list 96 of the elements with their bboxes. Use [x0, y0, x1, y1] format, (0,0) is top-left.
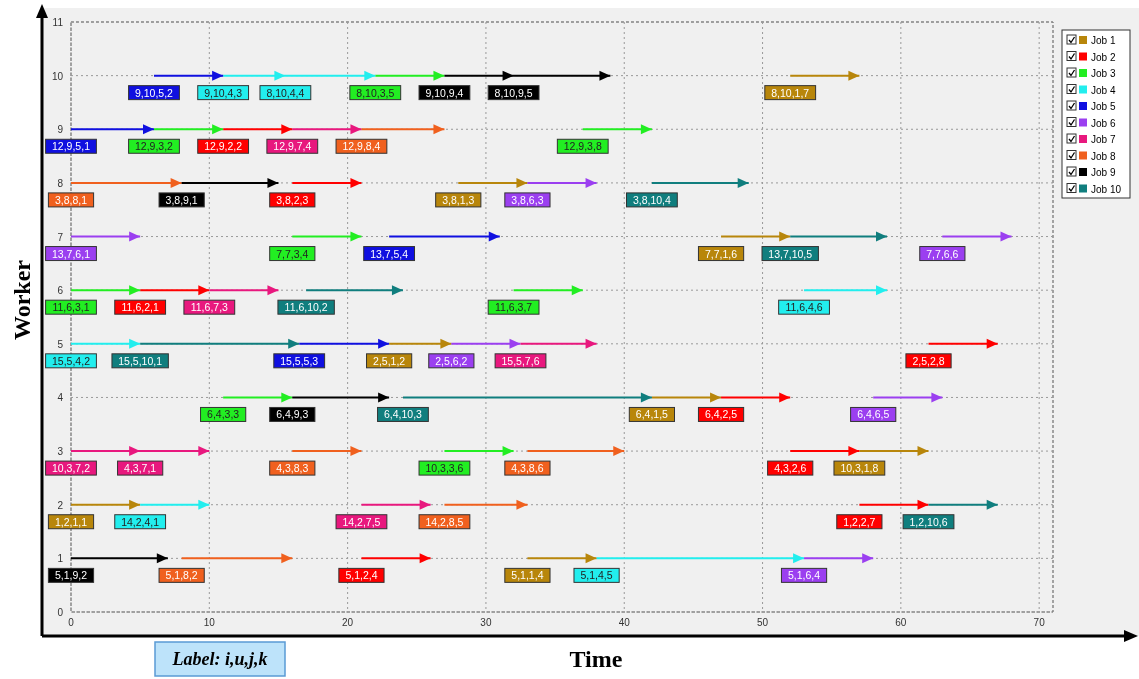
data-label: 11,6,3,7 [495, 301, 533, 314]
data-label: 8,10,4,4 [266, 86, 305, 99]
data-label: 14,2,4,1 [121, 515, 160, 528]
data-label: 11,6,10,2 [284, 301, 328, 314]
legend-label: Job 4 [1091, 84, 1116, 96]
data-label: 6,4,10,3 [383, 408, 423, 421]
data-label: 11,6,7,3 [190, 301, 229, 314]
legend-label: Job 5 [1091, 101, 1116, 112]
legend-label: Job 8 [1091, 150, 1116, 162]
y-tick-label: 9 [57, 124, 64, 136]
data-label: 5,1,6,4 [787, 569, 821, 582]
x-tick-label: 10 [203, 617, 216, 628]
data-label: 11,6,2,1 [121, 301, 159, 314]
data-label: 3,8,8,1 [54, 193, 88, 206]
data-label: 6,4,9,3 [276, 408, 309, 421]
legend-label: Job 6 [1091, 117, 1116, 129]
data-label: 5,1,8,2 [165, 569, 198, 582]
data-label: 11,6,4,6 [785, 301, 823, 314]
data-label: 15,5,5,3 [280, 354, 319, 367]
y-axis-title: Worker [9, 259, 35, 340]
data-label: 9,10,5,2 [135, 86, 174, 99]
data-label: 7,7,3,4 [276, 247, 309, 260]
data-label: 12,9,8,4 [342, 140, 381, 153]
data-label: 13,7,10,5 [768, 247, 813, 260]
data-label: 13,7,6,1 [52, 247, 91, 260]
data-label: 1,2,10,6 [909, 515, 948, 528]
data-label: 9,10,9,4 [425, 86, 464, 99]
x-tick-label: 0 [68, 617, 75, 628]
legend-label: Job 2 [1091, 51, 1116, 63]
data-label: 8,10,3,5 [356, 86, 395, 99]
data-label: 8,10,1,7 [771, 86, 810, 99]
data-label: 10,3,7,2 [52, 462, 91, 475]
data-label: 3,8,2,3 [276, 193, 309, 206]
y-tick-label: 4 [57, 392, 64, 404]
data-label: 7,7,6,6 [926, 247, 959, 260]
data-label: 6,4,3,3 [207, 408, 240, 421]
y-tick-label: 3 [57, 446, 64, 458]
data-label: 3,8,10,4 [632, 193, 672, 206]
data-label: 15,5,7,6 [501, 354, 540, 367]
data-label: 5,1,2,4 [345, 569, 378, 582]
data-label: 4,3,8,6 [511, 462, 544, 475]
data-label: 1,2,1,1 [54, 515, 88, 528]
data-label: 12,9,5,1 [52, 140, 91, 153]
x-tick-label: 40 [618, 617, 631, 628]
data-label: 6,4,2,5 [704, 408, 738, 421]
data-label: 2,5,1,2 [373, 354, 406, 367]
y-tick-label: 5 [57, 338, 64, 350]
data-label: 9,10,4,3 [204, 86, 243, 99]
legend-label: Job 3 [1091, 68, 1116, 79]
legend-label: Job 10 [1091, 183, 1122, 195]
data-label: 10,3,3,6 [425, 462, 464, 475]
data-label: 3,8,1,3 [442, 193, 475, 206]
data-label: 15,5,10,1 [118, 354, 163, 367]
text: Label: i,u,j,k [171, 649, 268, 669]
data-label: 14,2,8,5 [425, 515, 464, 528]
data-label: 11,6,3,1 [52, 301, 90, 314]
y-tick-label: 11 [52, 17, 64, 28]
data-label: 5,1,9,2 [54, 569, 88, 582]
y-tick-label: 7 [57, 231, 64, 243]
y-tick-label: 1 [57, 553, 64, 565]
data-label: 12,9,3,2 [135, 140, 174, 153]
data-label: 5,1,4,5 [580, 569, 613, 582]
legend-label: Job 1 [1091, 35, 1116, 46]
y-tick-label: 2 [57, 499, 64, 511]
data-label: 6,4,1,5 [635, 408, 669, 421]
data-label: 14,2,7,5 [342, 515, 381, 528]
data-label: 10,3,1,8 [840, 462, 879, 475]
legend-label: Job 7 [1091, 134, 1116, 145]
data-label: 6,4,6,5 [857, 408, 890, 421]
y-tick-label: 6 [57, 285, 64, 297]
legend-label: Job 9 [1091, 167, 1116, 178]
data-label: 2,5,2,8 [912, 354, 945, 367]
data-label: 15,5,4,2 [52, 354, 91, 367]
x-tick-label: 30 [480, 617, 492, 628]
data-label: 12,9,3,8 [563, 140, 602, 153]
data-label: 12,9,7,4 [273, 140, 312, 153]
y-tick-label: 10 [51, 70, 64, 82]
data-label: 7,7,1,6 [704, 247, 738, 260]
data-label: 3,8,9,1 [165, 193, 198, 206]
data-label: 2,5,6,2 [435, 354, 468, 367]
data-label: 4,3,7,1 [124, 462, 157, 475]
data-label: 5,1,1,4 [511, 569, 544, 582]
x-tick-label: 70 [1033, 617, 1046, 628]
x-tick-label: 60 [895, 617, 907, 628]
x-axis-title: Time [569, 646, 623, 672]
data-label: 4,3,2,6 [774, 462, 807, 475]
y-tick-label: 0 [57, 607, 64, 618]
x-tick-label: 50 [756, 617, 769, 628]
x-tick-label: 20 [342, 617, 354, 628]
data-label: 1,2,2,7 [843, 515, 876, 528]
y-tick-label: 8 [57, 177, 64, 189]
data-label: 8,10,9,5 [494, 86, 533, 99]
data-label: 13,7,5,4 [370, 247, 409, 260]
data-label: 4,3,8,3 [276, 462, 309, 475]
data-label: 3,8,6,3 [511, 193, 544, 206]
data-label: 12,9,2,2 [204, 140, 243, 153]
